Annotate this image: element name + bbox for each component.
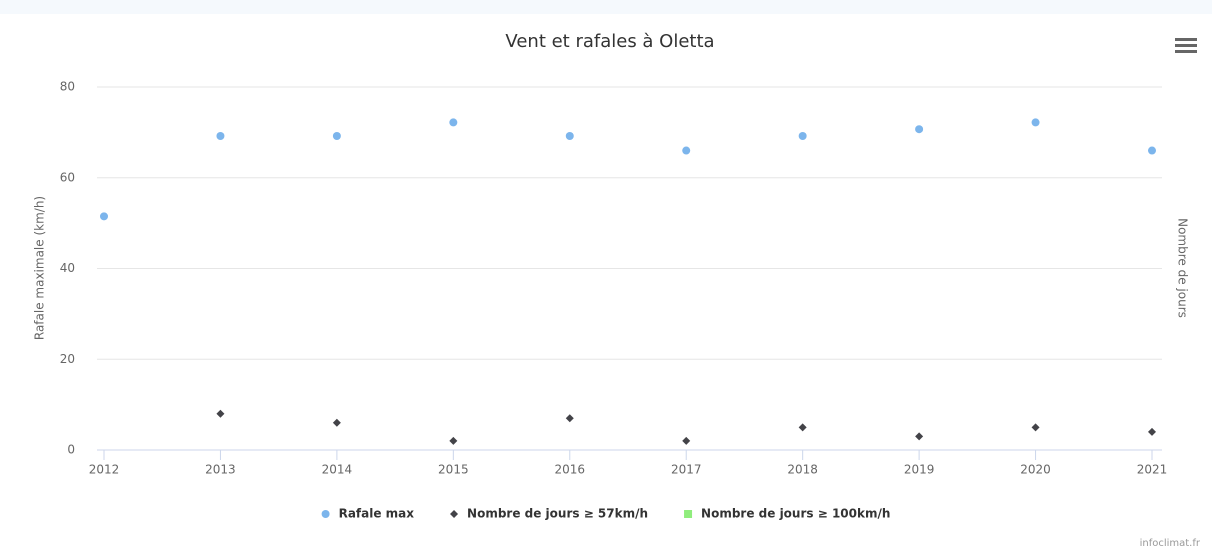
x-tick-label: 2014 — [322, 463, 353, 477]
y-tick-label: 40 — [60, 261, 75, 275]
point — [798, 423, 807, 432]
x-tick-label: 2018 — [787, 463, 818, 477]
y-axis-label: Rafale maximale (km/h) — [33, 196, 47, 340]
legend-label: Nombre de jours ≥ 100km/h — [701, 507, 890, 521]
point — [1031, 423, 1040, 432]
x-tick-label: 2012 — [89, 463, 120, 477]
point — [565, 132, 574, 141]
point — [682, 436, 691, 445]
x-tick-label: 2015 — [438, 463, 469, 477]
x-tick-label: 2020 — [1020, 463, 1051, 477]
point — [682, 146, 691, 155]
y-tick-label: 80 — [60, 80, 75, 94]
point — [449, 436, 458, 445]
y-tick-label: 20 — [60, 352, 75, 366]
legend-symbol — [450, 510, 459, 518]
menu-button[interactable] — [1175, 38, 1197, 53]
top-band — [0, 0, 1212, 14]
legend-symbol — [321, 510, 330, 518]
x-tick-label: 2017 — [671, 463, 702, 477]
chart-title: Vent et rafales à Oletta — [505, 31, 714, 52]
point — [565, 414, 574, 423]
credit: infoclimat.fr — [1140, 538, 1201, 549]
point — [798, 132, 807, 141]
point — [332, 132, 341, 141]
point — [332, 418, 341, 427]
point — [216, 409, 225, 418]
legend-label: Rafale max — [339, 507, 415, 521]
x-tick-label: 2019 — [904, 463, 935, 477]
y-tick-label: 60 — [60, 170, 75, 184]
legend-label: Nombre de jours ≥ 57km/h — [467, 507, 648, 521]
y2-axis-label: Nombre de jours — [1176, 218, 1190, 318]
point — [100, 212, 108, 221]
point — [915, 432, 924, 441]
y-tick-label: 0 — [67, 443, 75, 457]
point — [449, 118, 458, 127]
point — [216, 132, 225, 141]
menu-bar — [1175, 44, 1197, 47]
legend-symbol — [684, 510, 693, 518]
point — [915, 125, 924, 134]
point — [1031, 118, 1040, 127]
menu-bar — [1175, 50, 1197, 53]
x-tick-label: 2016 — [555, 463, 586, 477]
x-tick-label: 2013 — [205, 463, 236, 477]
x-tick-label: 2021 — [1137, 463, 1168, 477]
point — [1148, 146, 1156, 155]
point — [1148, 427, 1156, 436]
menu-bar — [1175, 38, 1197, 41]
